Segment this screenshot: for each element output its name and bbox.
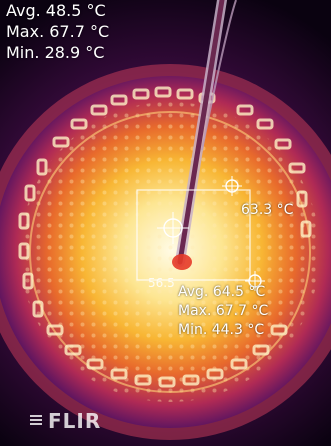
flir-logo-icon <box>28 413 44 429</box>
box-min-temperature: Min. 44.3 °C <box>178 322 265 338</box>
flir-logo-text: FLIR <box>48 409 102 433</box>
flir-logo: FLIR <box>28 409 101 433</box>
box-avg-temperature: Avg. 64.5 °C <box>178 284 266 300</box>
avg-temperature: Avg. 48.5 °C <box>6 1 106 20</box>
box-center-value: 56.5 <box>148 276 175 290</box>
spot-temperature: 63.3 °C <box>241 202 294 218</box>
min-temperature: Min. 28.9 °C <box>6 43 105 62</box>
box-max-temperature: Max. 67.7 °C <box>178 303 269 319</box>
max-temperature: Max. 67.7 °C <box>6 22 110 41</box>
box-stats-overlay: Avg. 64.5 °C Max. 67.7 °C Min. 44.3 °C <box>178 283 268 340</box>
image-stats-overlay: Avg. 48.5 °C Max. 67.7 °C Min. 28.9 °C <box>6 0 109 63</box>
